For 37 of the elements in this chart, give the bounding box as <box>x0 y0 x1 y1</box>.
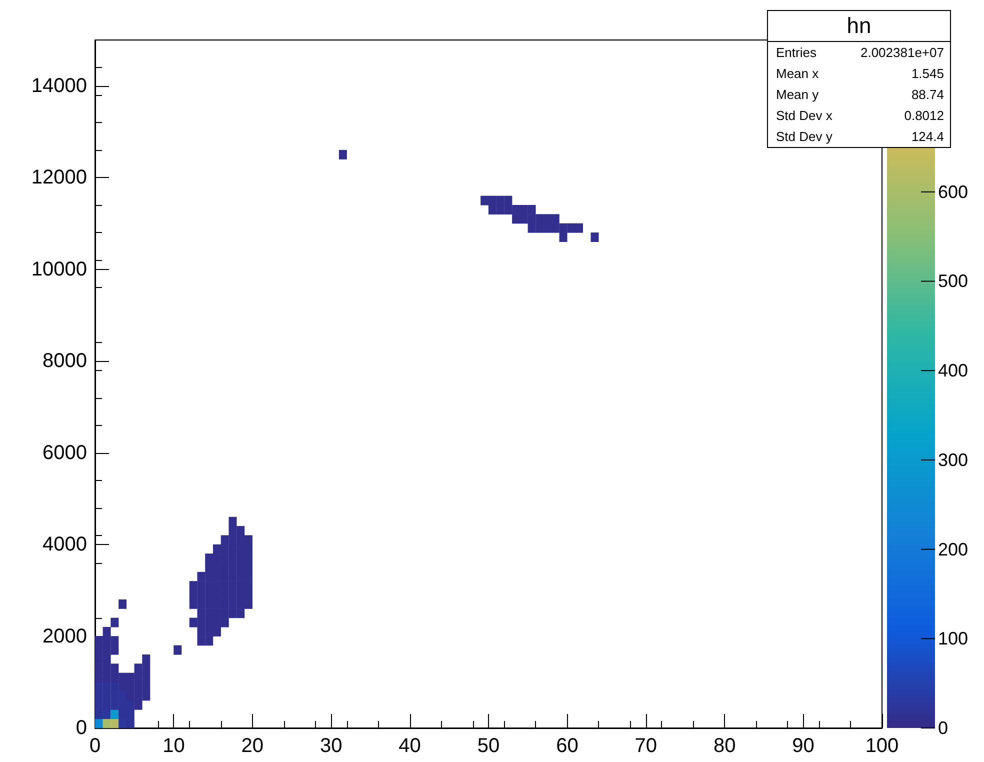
text: 0.8012 <box>904 108 944 123</box>
y-tick-label: 10000 <box>31 258 87 280</box>
x-tick-label: 60 <box>556 735 578 757</box>
y-tick-label: 8000 <box>42 350 87 372</box>
text: 88.74 <box>911 87 944 102</box>
y-tick-label: 0 <box>76 717 87 739</box>
color-bar-label: 300 <box>938 450 968 470</box>
color-bar-label: 500 <box>938 271 968 292</box>
x-tick-label: 10 <box>162 735 185 757</box>
y-tick-label: 2000 <box>42 625 87 648</box>
x-tick-label: 40 <box>398 735 421 757</box>
annotation: Mean x <box>776 66 819 81</box>
x-tick-label: 0 <box>89 735 101 757</box>
x-tick-label: 100 <box>865 735 899 757</box>
annotation: Mean y <box>776 87 819 102</box>
x-tick-label: 90 <box>792 735 814 757</box>
color-bar-label: 600 <box>938 182 968 202</box>
text: 1.545 <box>911 66 944 81</box>
x-tick-label: 20 <box>241 735 264 757</box>
annotation: 2.002381e+07 <box>860 45 944 60</box>
color-bar-label: 0 <box>938 718 948 738</box>
x-tick-label: 30 <box>320 735 342 757</box>
annotation: Std Dev x <box>776 108 832 123</box>
color-bar-label: 400 <box>938 360 968 381</box>
annotation: Std Dev y <box>776 129 832 144</box>
text: hn <box>768 11 950 42</box>
annotation: Entries <box>776 45 816 60</box>
x-tick-label: 80 <box>713 735 736 757</box>
text: 124.4 <box>911 129 944 144</box>
color-bar-label: 100 <box>938 628 968 649</box>
y-tick-label: 4000 <box>42 534 87 556</box>
y-tick-label: 6000 <box>42 442 87 464</box>
color-bar-label: 200 <box>938 539 968 560</box>
y-tick-label: 14000 <box>31 74 87 97</box>
x-tick-label: 70 <box>634 735 658 757</box>
x-tick-label: 50 <box>477 735 500 757</box>
y-tick-label: 12000 <box>31 166 87 189</box>
